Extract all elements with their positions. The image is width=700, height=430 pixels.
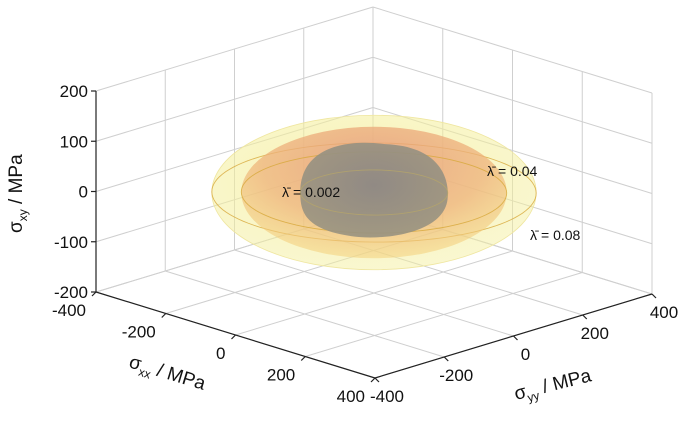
y-tick-label: 400 — [650, 303, 678, 322]
z-tick-labels: -200 -100 0 100 200 — [54, 82, 96, 302]
wall-grid-line — [95, 56, 374, 142]
y-tick-label: -200 — [439, 366, 473, 385]
y-tick-label: 0 — [521, 345, 530, 364]
y-tick-labels: -400 -200 0 200 400 — [370, 293, 678, 406]
x-tick-labels: -400 -200 0 200 400 — [52, 291, 376, 406]
z-tick-label: 0 — [79, 183, 88, 202]
x-tick-label: 0 — [216, 344, 225, 363]
x-tick-label: 400 — [337, 387, 365, 406]
x-tick-label: -400 — [52, 301, 86, 320]
floor-grid-line — [234, 249, 514, 337]
y-tick-mark — [651, 293, 657, 299]
z-axis-title: σxy / MPa — [6, 154, 30, 233]
floor-grid-line — [165, 270, 445, 358]
x-tick-mark — [161, 313, 167, 318]
y-tick-mark — [443, 356, 449, 362]
x-tick-label: 200 — [267, 366, 295, 385]
surface-equator-line — [299, 169, 449, 216]
y-tick-label: -400 — [370, 387, 404, 406]
wall-grid-line — [372, 56, 653, 144]
z-tick-label: 200 — [60, 82, 88, 101]
y-axis-title: σyy / MPa — [512, 365, 595, 407]
label-lambda-0.002: λ̄ = 0.002 — [282, 184, 340, 200]
y-tick-label: 200 — [581, 324, 609, 343]
y-tick-mark — [513, 335, 518, 341]
z-tick-label: -200 — [54, 283, 88, 302]
y-tick-mark — [582, 314, 588, 320]
x-tick-mark — [300, 356, 306, 361]
surface-0.002 — [300, 142, 448, 238]
z-tick-label: -100 — [54, 233, 88, 252]
y-tick-mark — [374, 377, 380, 383]
z-tick-label: 100 — [60, 132, 88, 151]
surfaces — [211, 114, 537, 271]
label-lambda-0.04: λ̄ = 0.04 — [487, 163, 538, 179]
x-axis-title: σxx / MPa — [126, 352, 209, 398]
x-tick-label: -200 — [122, 323, 156, 342]
wall-grid-line — [95, 6, 374, 92]
x-tick-mark — [91, 291, 97, 297]
label-lambda-0.08: λ̄ = 0.08 — [530, 227, 581, 243]
x-tick-mark — [231, 334, 236, 340]
x-tick-mark — [370, 377, 376, 383]
wall-grid-line — [372, 6, 653, 94]
